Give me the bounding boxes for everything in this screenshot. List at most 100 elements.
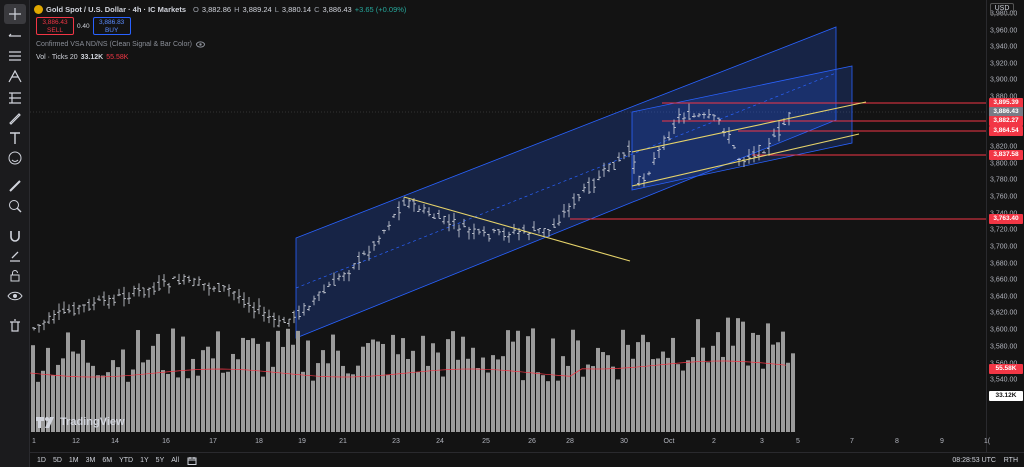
fib-icon[interactable] xyxy=(4,88,26,108)
indicator-legend[interactable]: Confirmed VSA ND/NS (Clean Signal & Bar … xyxy=(36,41,206,48)
volume-bar xyxy=(711,345,715,432)
range-button[interactable]: 5D xyxy=(52,456,62,464)
volume-bar xyxy=(546,381,550,432)
trendline-lower xyxy=(631,133,860,187)
volume-bar xyxy=(51,375,55,432)
volume-bar xyxy=(211,358,215,432)
price-tick-label: 3,620.00 xyxy=(990,309,1018,317)
session-toggle[interactable]: RTH xyxy=(1003,456,1018,464)
eye-off-icon[interactable] xyxy=(196,41,206,48)
ohlc-low: 3,880.14 xyxy=(281,4,312,14)
price-tag: 55.58K xyxy=(989,364,1023,374)
volume-bar xyxy=(571,329,575,432)
price-tag: 3,882.27 xyxy=(989,116,1023,126)
range-button[interactable]: 6M xyxy=(102,456,113,464)
volume-bar xyxy=(326,363,330,432)
range-button[interactable]: All xyxy=(171,456,180,464)
parallel-channel-large xyxy=(295,26,837,339)
crosshair-icon[interactable] xyxy=(4,4,26,24)
volume-bar xyxy=(406,358,410,432)
volume-bar xyxy=(756,334,760,432)
volume-bar xyxy=(161,370,165,432)
price-tick-label: 3,700.00 xyxy=(990,243,1018,251)
ruler-icon[interactable] xyxy=(4,176,26,196)
price-axis[interactable]: 3,980.00 3,960.00 3,940.00 3,920.00 3,900.00… xyxy=(986,0,1024,452)
brush-icon[interactable] xyxy=(4,108,26,128)
range-button[interactable]: 3M xyxy=(85,456,96,464)
volume-bar xyxy=(106,372,110,432)
time-tick-label: 1 xyxy=(32,438,36,445)
volume-bar xyxy=(241,337,245,432)
volume-bar xyxy=(511,341,515,432)
volume-bar xyxy=(486,372,490,432)
volume-bar xyxy=(526,336,530,432)
currency-selector[interactable]: USD xyxy=(990,3,1014,15)
clock[interactable]: 08:28:53 UTC xyxy=(952,456,996,464)
pitchfork-icon[interactable] xyxy=(4,66,26,86)
price-tick-label: 3,600.00 xyxy=(990,326,1018,334)
price-chart-canvas[interactable] xyxy=(30,0,986,452)
text-icon[interactable] xyxy=(4,128,26,148)
range-button[interactable]: YTD xyxy=(119,456,134,464)
zoom-icon[interactable] xyxy=(4,196,26,216)
volume-bar xyxy=(416,371,420,432)
volume-bar xyxy=(681,370,685,432)
volume-bar xyxy=(306,340,310,432)
range-button[interactable]: 1Y xyxy=(140,456,149,464)
magnet-icon[interactable] xyxy=(4,226,26,246)
ohlc-high-key: H xyxy=(234,4,240,14)
volume-bar xyxy=(361,346,365,432)
sell-label: SELL xyxy=(47,27,63,34)
time-tick-label: 16 xyxy=(162,438,170,445)
trend-line-icon[interactable] xyxy=(4,26,26,46)
volume-name: Vol · Ticks 20 xyxy=(36,54,78,61)
range-button[interactable]: 1M xyxy=(68,456,79,464)
volume-bar xyxy=(231,353,235,432)
time-tick-label: 1( xyxy=(983,438,991,445)
volume-bar xyxy=(726,317,730,432)
volume-bar xyxy=(446,339,450,432)
volume-bar xyxy=(431,343,435,432)
lock-drawings-icon[interactable] xyxy=(4,246,26,266)
volume-bar xyxy=(641,334,645,432)
volume-bar xyxy=(786,362,790,432)
sell-button[interactable]: 3,886.43 SELL xyxy=(36,17,74,35)
volume-bar xyxy=(506,330,510,432)
volume-bar xyxy=(476,368,480,432)
volume-bar xyxy=(316,363,320,432)
volume-bar xyxy=(146,359,150,432)
volume-bar xyxy=(501,356,505,432)
volume-bar xyxy=(691,357,695,432)
price-tick-label: 3,940.00 xyxy=(990,43,1018,51)
symbol-title[interactable]: Gold Spot / U.S. Dollar · 4h · IC Market… xyxy=(46,4,187,14)
volume-bar xyxy=(536,372,540,432)
volume-bar xyxy=(481,357,485,432)
price-tag: 33.12K xyxy=(989,391,1023,401)
volume-bar xyxy=(626,344,630,432)
volume-bar xyxy=(166,373,170,432)
chart-pane[interactable] xyxy=(30,0,986,452)
ohlc-close-key: C xyxy=(314,4,320,14)
emoji-icon[interactable] xyxy=(4,148,26,168)
range-button[interactable]: 1D xyxy=(37,456,46,464)
trash-icon[interactable] xyxy=(4,316,26,336)
eye-icon[interactable] xyxy=(4,286,26,306)
buy-button[interactable]: 3,886.83 BUY xyxy=(92,17,131,35)
volume-bar xyxy=(441,376,445,432)
time-tick-label: 12 xyxy=(72,438,80,445)
volume-bar xyxy=(236,359,240,432)
range-button[interactable]: 5Y xyxy=(155,456,165,464)
volume-bar xyxy=(36,381,40,432)
volume-bar xyxy=(716,332,720,432)
volume-bar xyxy=(771,344,775,432)
calendar-icon[interactable] xyxy=(187,456,197,465)
volume-bar xyxy=(116,367,120,432)
horizontal-lines-icon[interactable] xyxy=(4,46,26,66)
volume-bar xyxy=(286,328,290,432)
volume-bar xyxy=(561,356,565,432)
volume-bar xyxy=(171,328,175,432)
volume-legend[interactable]: Vol · Ticks 20 33.12K 55.58K xyxy=(36,54,128,61)
lock-icon[interactable] xyxy=(4,266,26,286)
volume-bar xyxy=(81,340,85,432)
volume-bar xyxy=(591,366,595,432)
